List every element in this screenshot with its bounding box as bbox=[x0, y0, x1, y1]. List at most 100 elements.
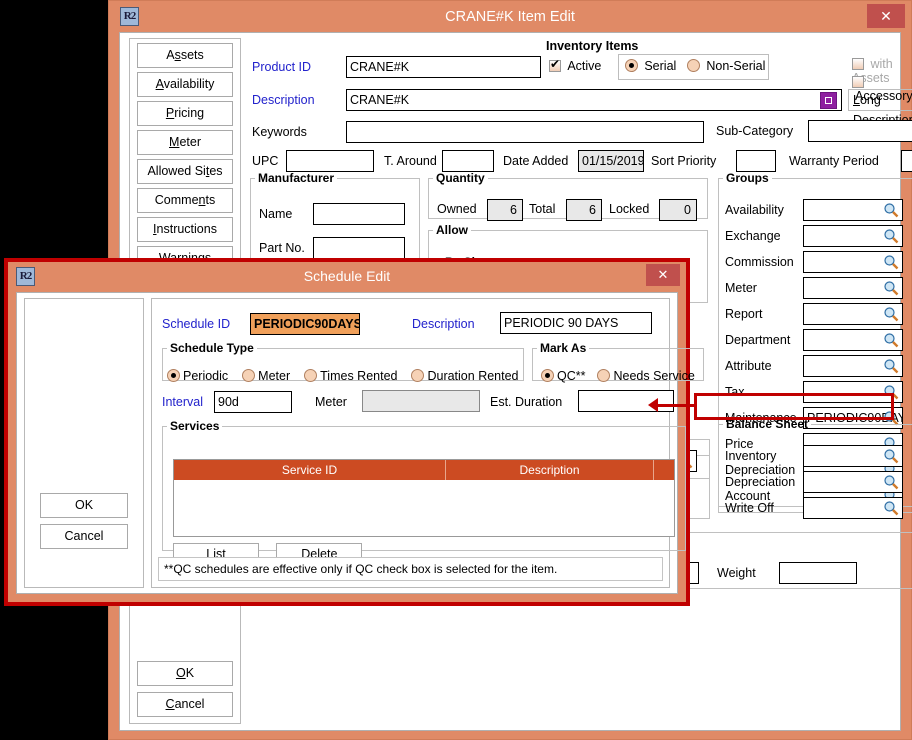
mark-as-group: Mark As QC** Needs Service bbox=[532, 341, 704, 383]
search-icon[interactable] bbox=[883, 384, 899, 400]
interval-label: Interval bbox=[162, 395, 203, 409]
group-input-availability[interactable] bbox=[803, 199, 903, 221]
group-input-report[interactable] bbox=[803, 303, 903, 325]
dialog-close-button[interactable]: ✕ bbox=[646, 264, 680, 286]
dialog-cancel-button[interactable]: Cancel bbox=[40, 524, 128, 549]
services-table[interactable]: Service ID Description bbox=[173, 459, 675, 537]
group-input-commission[interactable] bbox=[803, 251, 903, 273]
search-icon[interactable] bbox=[883, 306, 899, 322]
turnaround-input[interactable] bbox=[442, 150, 494, 172]
group-input-meter[interactable] bbox=[803, 277, 903, 299]
mfr-name-label: Name bbox=[259, 207, 293, 221]
sidebar-item-pricing[interactable]: Pricing bbox=[137, 101, 233, 126]
balance-input-write-off[interactable] bbox=[803, 497, 903, 519]
warranty-period-input[interactable] bbox=[901, 150, 912, 172]
keywords-label: Keywords bbox=[252, 125, 307, 139]
est-duration-input[interactable] bbox=[578, 390, 674, 412]
main-close-button[interactable]: ✕ bbox=[867, 4, 905, 28]
annotation-arrow-line bbox=[655, 404, 697, 407]
sort-priority-input[interactable] bbox=[736, 150, 776, 172]
sidebar-item-meter[interactable]: Meter bbox=[137, 130, 233, 155]
sidebar-item-allowed-sites[interactable]: Allowed Sites bbox=[137, 159, 233, 184]
dialog-main-panel: Schedule ID PERIODIC90DAYS Description P… bbox=[151, 298, 704, 588]
group-label-report: Report bbox=[725, 307, 763, 321]
inventory-items-header: Inventory Items bbox=[546, 39, 639, 53]
non-serial-radio[interactable] bbox=[687, 59, 700, 72]
search-icon[interactable] bbox=[883, 228, 899, 244]
group-label-exchange: Exchange bbox=[725, 229, 781, 243]
dialog-meter-input[interactable] bbox=[362, 390, 480, 412]
interval-input[interactable]: 90d bbox=[214, 391, 292, 413]
group-input-attribute[interactable] bbox=[803, 355, 903, 377]
schedule-description-label: Description bbox=[412, 317, 475, 331]
schedule-type-periodic[interactable]: Periodic bbox=[167, 369, 228, 383]
product-id-input[interactable]: CRANE#K bbox=[346, 56, 541, 78]
services-group: Services Service ID Description List Del… bbox=[162, 419, 686, 565]
quantity-legend: Quantity bbox=[436, 171, 485, 185]
serial-radio[interactable] bbox=[625, 59, 638, 72]
active-checkbox-wrap[interactable]: Active bbox=[549, 57, 602, 73]
active-checkbox[interactable] bbox=[549, 57, 561, 72]
balance-input-depreciation[interactable] bbox=[803, 471, 903, 493]
sidebar-item-comments[interactable]: Comments bbox=[137, 188, 233, 213]
serial-radio-group: Serial Non-Serial bbox=[618, 54, 769, 80]
radio-icon[interactable] bbox=[411, 369, 425, 382]
search-icon[interactable] bbox=[883, 202, 899, 218]
date-added-value[interactable]: 01/15/2019 bbox=[578, 150, 644, 172]
schedule-type-meter[interactable]: Meter bbox=[242, 369, 290, 383]
group-input-tax[interactable] bbox=[803, 381, 903, 403]
sidebar-item-instructions[interactable]: Instructions bbox=[137, 217, 233, 242]
ok-button[interactable]: OK bbox=[137, 661, 233, 686]
description-expand-icon[interactable] bbox=[820, 92, 837, 109]
non-serial-radio-wrap[interactable]: Non-Serial bbox=[687, 59, 765, 73]
sidebar-item-availability[interactable]: Availability bbox=[137, 72, 233, 97]
schedule-type-duration-rented[interactable]: Duration Rented bbox=[411, 369, 519, 383]
search-icon[interactable] bbox=[883, 448, 899, 464]
carnet-weight-label: Weight bbox=[717, 566, 756, 580]
search-icon[interactable] bbox=[883, 358, 899, 374]
upc-input[interactable] bbox=[286, 150, 374, 172]
balance-label-depreciation: Depreciation bbox=[725, 475, 796, 489]
accessory-checkbox[interactable] bbox=[852, 76, 864, 88]
search-icon[interactable] bbox=[883, 332, 899, 348]
sidebar-item-assets[interactable]: Assets bbox=[137, 43, 233, 68]
group-input-department[interactable] bbox=[803, 329, 903, 351]
cancel-button[interactable]: Cancel bbox=[137, 692, 233, 717]
description-input[interactable]: CRANE#K bbox=[346, 89, 842, 111]
mfr-name-input[interactable] bbox=[313, 203, 405, 225]
dialog-meter-label: Meter bbox=[315, 395, 347, 409]
radio-icon[interactable] bbox=[167, 369, 180, 382]
total-value: 6 bbox=[566, 199, 602, 221]
schedule-type-legend: Schedule Type bbox=[170, 341, 254, 355]
search-icon[interactable] bbox=[883, 474, 899, 490]
schedule-id-input[interactable]: PERIODIC90DAYS bbox=[250, 313, 360, 335]
group-label-depreciation: Depreciation bbox=[725, 463, 796, 477]
non-serial-label: Non-Serial bbox=[706, 59, 766, 73]
radio-icon[interactable] bbox=[541, 369, 554, 382]
dialog-ok-button[interactable]: OK bbox=[40, 493, 128, 518]
active-label: Active bbox=[567, 59, 602, 73]
mark-as-qc[interactable]: QC** bbox=[541, 369, 585, 383]
serial-radio-wrap[interactable]: Serial bbox=[625, 59, 676, 73]
long-description-button[interactable]: Long Description bbox=[848, 89, 912, 127]
radio-icon[interactable] bbox=[304, 369, 318, 382]
radio-icon[interactable] bbox=[242, 369, 256, 382]
search-icon[interactable] bbox=[883, 254, 899, 270]
group-input-exchange[interactable] bbox=[803, 225, 903, 247]
schedule-type-times-rented[interactable]: Times Rented bbox=[304, 369, 397, 383]
carnet-weight-input[interactable] bbox=[779, 562, 857, 584]
serial-label: Serial bbox=[644, 59, 677, 73]
balance-input-inventory[interactable] bbox=[803, 445, 903, 467]
radio-icon[interactable] bbox=[597, 369, 611, 382]
schedule-description-input[interactable]: PERIODIC 90 DAYS bbox=[500, 312, 652, 334]
accessory-checkbox-wrap[interactable]: Accessory bbox=[852, 75, 912, 103]
sub-category-input[interactable] bbox=[808, 120, 912, 142]
search-icon[interactable] bbox=[883, 500, 899, 516]
with-assets-checkbox-wrap[interactable]: with Assets bbox=[852, 57, 896, 85]
sidebar-actions: OK Cancel bbox=[130, 657, 240, 717]
keywords-input[interactable] bbox=[346, 121, 704, 143]
mark-as-needs-service[interactable]: Needs Service bbox=[597, 369, 695, 383]
mfr-part-no-input[interactable] bbox=[313, 237, 405, 259]
search-icon[interactable] bbox=[883, 280, 899, 296]
with-assets-checkbox[interactable] bbox=[852, 58, 864, 70]
